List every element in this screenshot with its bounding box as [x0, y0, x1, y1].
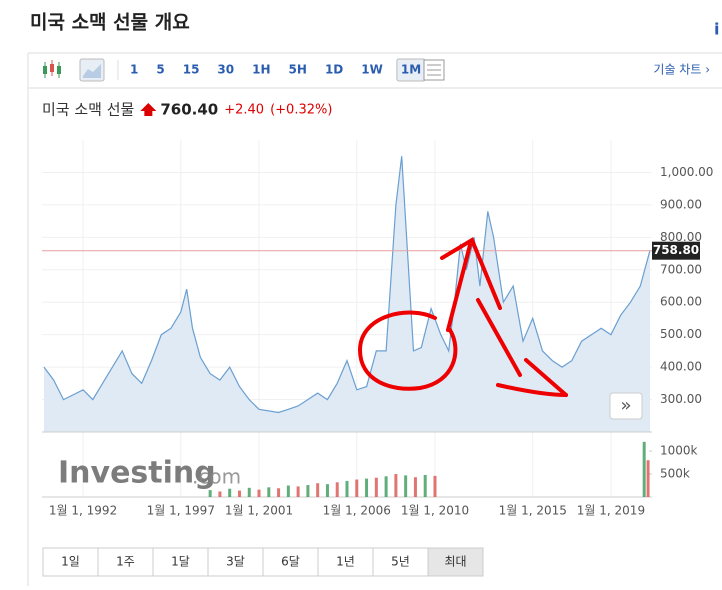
- technical-link[interactable]: 기술 차트 ›: [653, 63, 710, 77]
- volume-tick-label: 500k: [660, 467, 690, 481]
- range-button[interactable]: 1일: [61, 555, 80, 569]
- range-box: [42, 547, 99, 577]
- watermark-suffix: .com: [192, 465, 241, 489]
- volume-bar: [267, 487, 271, 497]
- volume-bar: [277, 488, 281, 497]
- volume-bar: [365, 478, 369, 497]
- interval-button[interactable]: 1M: [401, 63, 421, 77]
- range-box: [317, 547, 374, 577]
- y-tick-label: 900.00: [660, 197, 702, 211]
- volume-bar: [345, 480, 349, 497]
- volume-bar: [413, 477, 417, 497]
- price-line: [43, 156, 651, 414]
- y-tick-label: 700.00: [660, 262, 702, 276]
- interval-button[interactable]: 1H: [252, 63, 270, 77]
- range-button[interactable]: 1년: [336, 555, 355, 569]
- volume-bar: [646, 460, 650, 497]
- volume-bar: [218, 491, 222, 497]
- x-tick-label: 1월 1, 2019: [577, 504, 645, 518]
- range-button[interactable]: 최대: [444, 555, 466, 569]
- volume-bar: [394, 474, 398, 497]
- volume-bar: [642, 441, 646, 497]
- range-box: [97, 547, 154, 577]
- layout-icon[interactable]: [423, 59, 445, 81]
- y-tick-label: 800.00: [660, 230, 702, 244]
- y-tick-label: 1,000.00: [660, 165, 713, 179]
- volume-bar: [355, 479, 359, 497]
- volume-bar: [325, 484, 329, 497]
- range-button[interactable]: 3달: [226, 555, 245, 569]
- volume-bar: [208, 490, 212, 497]
- quote-change-pct: (+0.32%): [270, 103, 332, 118]
- quote-change: +2.40: [224, 103, 264, 118]
- interval-button[interactable]: 1W: [361, 63, 383, 77]
- price-area: [43, 156, 651, 432]
- range-button[interactable]: 6달: [281, 555, 300, 569]
- volume-bar: [335, 482, 339, 497]
- x-tick-label: 1월 1, 2001: [225, 504, 293, 518]
- volume-bar: [384, 476, 388, 497]
- interval-button[interactable]: 1: [130, 63, 138, 77]
- interval-button[interactable]: 5H: [289, 63, 307, 77]
- area-icon[interactable]: [79, 58, 105, 82]
- volume-bar: [237, 490, 241, 497]
- interval-bar: 1 5 15 30 1H 5H 1D 1W 1M: [130, 58, 426, 82]
- interval-button[interactable]: 1D: [325, 63, 343, 77]
- last-price-badge: [652, 241, 700, 260]
- quote-price: 760.40: [160, 101, 218, 119]
- volume-bar: [433, 475, 437, 497]
- volume-bar: [423, 474, 427, 497]
- volume-bar: [286, 485, 290, 497]
- x-tick-label: 1월 1, 1997: [147, 504, 215, 518]
- annotation: [357, 237, 568, 397]
- interval-button[interactable]: 30: [217, 63, 234, 77]
- watermark: Investing: [58, 456, 216, 491]
- quote-name: 미국 소맥 선물: [42, 101, 134, 119]
- y-tick-label: 400.00: [660, 360, 702, 374]
- volume-bar: [247, 487, 251, 497]
- volume-tick-label: 1000k: [660, 444, 698, 458]
- x-tick-label: 1월 1, 2006: [323, 504, 391, 518]
- volume-bar: [228, 488, 232, 497]
- svg-text:»: »: [620, 395, 631, 416]
- last-price-label: 758.80: [653, 243, 699, 257]
- range-button[interactable]: 1주: [116, 555, 135, 569]
- y-tick-label: 500.00: [660, 327, 702, 341]
- volume-bar: [306, 485, 310, 497]
- x-tick-label: 1월 1, 2015: [499, 504, 567, 518]
- interval-button[interactable]: 5: [156, 63, 164, 77]
- volume-bar: [374, 477, 378, 497]
- interval-button[interactable]: 15: [183, 63, 200, 77]
- x-tick-label: 1월 1, 2010: [401, 504, 469, 518]
- volume-bar: [296, 486, 300, 497]
- volume-bar: [257, 489, 261, 497]
- candle-icon[interactable]: [43, 60, 61, 78]
- chart: 1월 1, 1992 1월 1, 1997 1월 1, 2001 1월 1, 2006…: [42, 140, 713, 518]
- x-tick-label: 1월 1, 1992: [49, 504, 117, 518]
- info-icon[interactable]: i: [714, 20, 719, 39]
- range-box: [427, 547, 484, 577]
- range-button[interactable]: 1달: [171, 555, 190, 569]
- volume-bar: [404, 475, 408, 497]
- y-tick-label: 300.00: [660, 392, 702, 406]
- scroll-button[interactable]: »: [609, 392, 643, 420]
- plot-area: [42, 140, 652, 497]
- page-title: 미국 소맥 선물 개요: [30, 12, 190, 34]
- range-button[interactable]: 5년: [391, 555, 410, 569]
- range-box: [372, 547, 429, 577]
- up-arrow: [140, 103, 157, 116]
- range-bar: 1일 1주 1달 3달 6달 1년 5년 최대: [42, 547, 484, 577]
- y-tick-label: 600.00: [660, 295, 702, 309]
- volume-bar: [316, 483, 320, 497]
